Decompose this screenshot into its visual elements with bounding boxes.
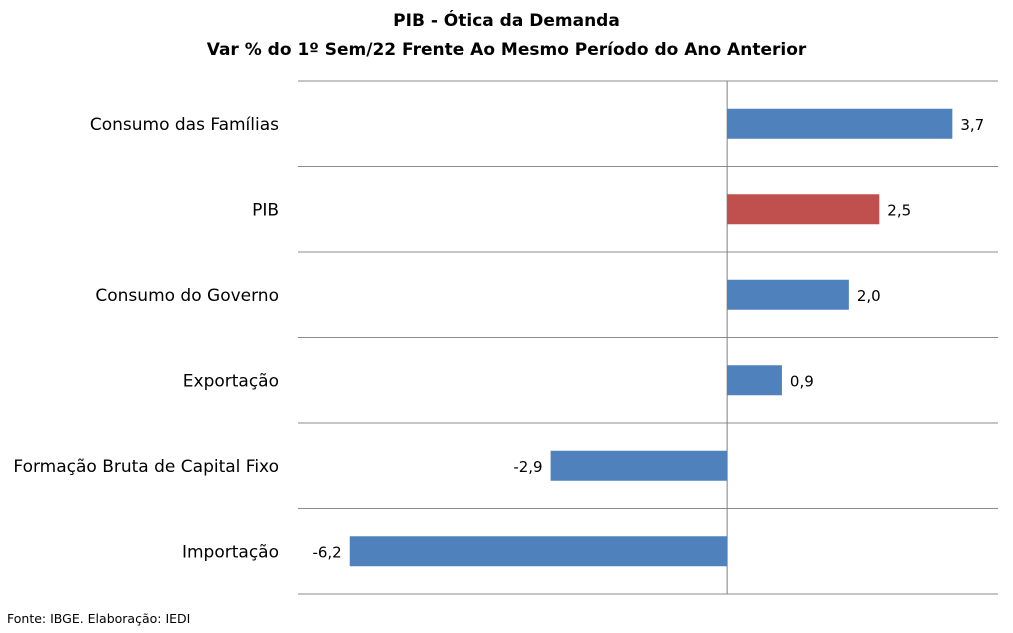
chart-title: PIB - Ótica da Demanda (393, 11, 620, 31)
category-label: Consumo do Governo (95, 286, 279, 306)
bar (550, 450, 728, 481)
bar (727, 279, 849, 310)
category-label: Consumo das Famílias (90, 115, 279, 135)
category-label: Importação (182, 542, 279, 562)
category-label: Exportação (183, 371, 279, 391)
data-label: 0,9 (790, 372, 814, 390)
category-label: PIB (252, 200, 279, 220)
data-label: -2,9 (513, 458, 542, 476)
data-label: 2,0 (857, 287, 881, 305)
category-label: Formação Bruta de Capital Fixo (13, 457, 279, 477)
data-label: -6,2 (312, 543, 341, 561)
bar (727, 365, 782, 396)
data-label: 3,7 (960, 116, 984, 134)
data-label: 2,5 (887, 201, 911, 219)
bar (727, 108, 953, 139)
source-note: Fonte: IBGE. Elaboração: IEDI (7, 611, 191, 626)
bar (727, 194, 880, 225)
chart-subtitle: Var % do 1º Sem/22 Frente Ao Mesmo Perío… (206, 40, 807, 60)
bar (349, 536, 728, 567)
